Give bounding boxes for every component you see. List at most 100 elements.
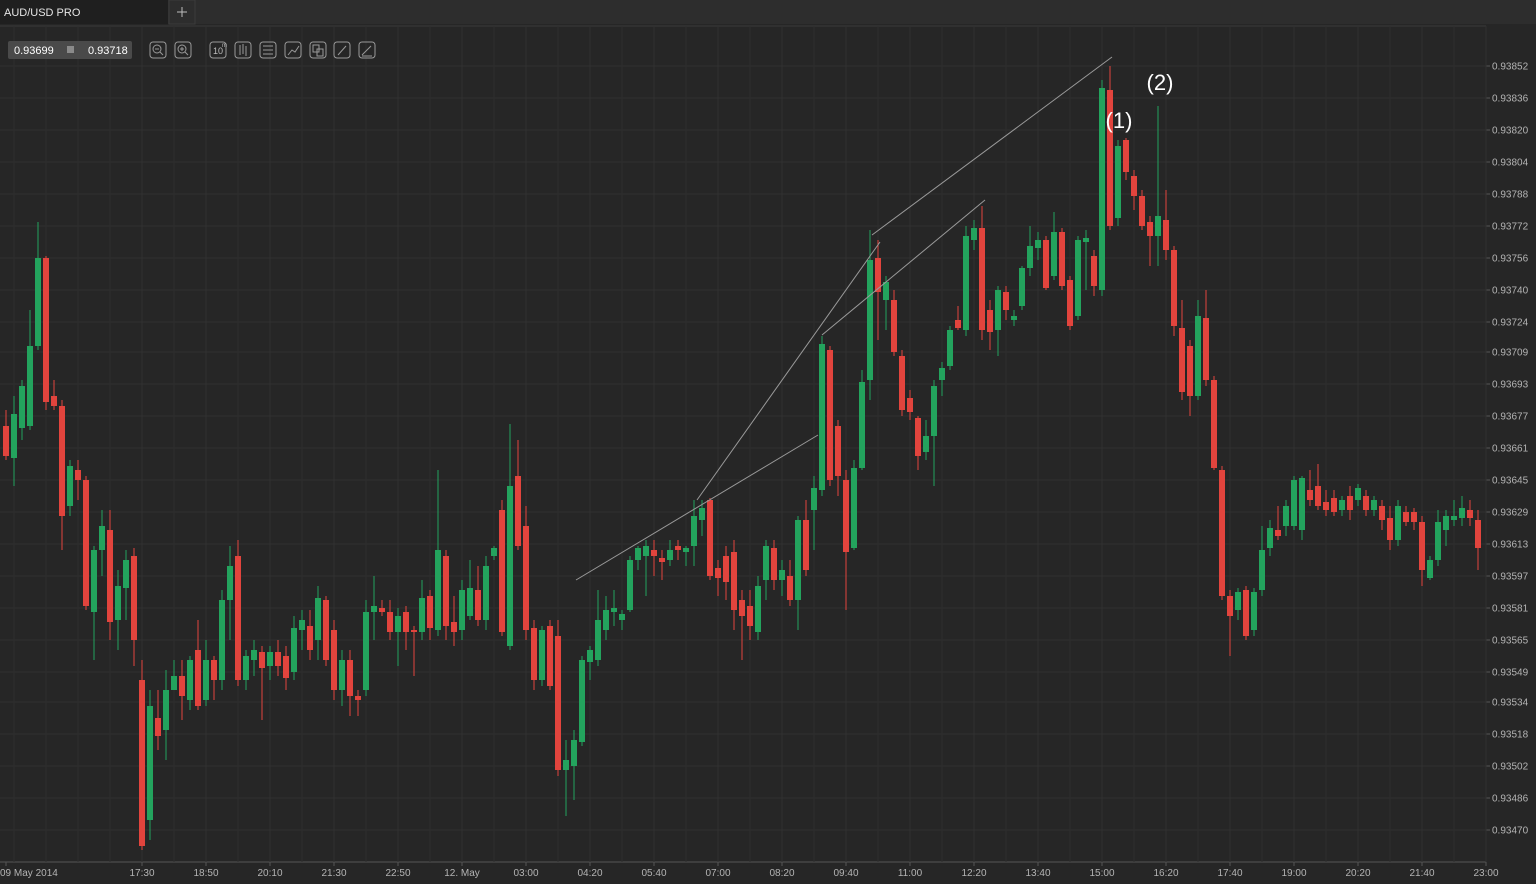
candle-body [411,630,417,632]
candle-body [475,590,481,620]
candle-body [163,690,169,730]
candle-body [1355,488,1361,500]
candle-body [227,566,233,600]
settings-button[interactable] [259,41,277,59]
y-tick-label: 0.93852 [1492,62,1529,73]
candle-body [1171,250,1177,326]
candle-body [459,590,465,630]
candle-body [707,500,713,576]
candle-body [523,526,529,630]
candle-body [1419,522,1425,570]
edit-button[interactable] [333,41,351,59]
candle-body [763,546,769,580]
candle-body [59,406,65,516]
candle-body [1083,238,1089,242]
copy-button[interactable] [309,41,327,59]
candle-body [1307,490,1313,500]
candle-body [1339,500,1345,510]
candle-body [387,612,393,632]
candle-body [1451,516,1457,520]
candle-body [691,516,697,546]
candle-body [739,600,745,616]
candle-body [579,660,585,742]
candle-body [267,652,273,666]
candle-body [667,550,673,560]
x-tick-label: 22:50 [385,868,410,879]
candle-body [419,598,425,632]
candle-body [371,606,377,612]
candle-body [123,560,129,588]
candle-body [1347,496,1353,510]
candle-body [1067,280,1073,326]
candle-body [811,488,817,510]
candle-body [1027,246,1033,268]
candle-body [1187,346,1193,396]
y-tick-label: 0.93724 [1492,318,1529,329]
candle-body [1211,380,1217,468]
candle-body [611,608,617,612]
candle-body [1251,592,1257,630]
candle-body [35,258,41,346]
candle-body [195,650,201,706]
candle-body [11,414,17,458]
x-tick-label: 12. May [444,868,480,879]
candle-body [507,486,513,646]
candle-body [683,548,689,552]
candle-body [1011,316,1017,320]
candle-body [211,660,217,680]
x-tick-label: 20:10 [257,868,282,879]
y-tick-label: 0.93534 [1492,698,1529,709]
candle-body [1331,498,1337,512]
indicator-button[interactable] [284,41,302,59]
interval-button[interactable] [209,41,227,59]
candle-body [1203,318,1209,380]
annotation: (1) [1106,108,1133,133]
candle-body [1243,590,1249,636]
zoom-out-button[interactable] [149,41,167,59]
candle-body [1475,520,1481,548]
candle-body [915,418,921,456]
candle-body [1019,268,1025,306]
candle-body [99,526,105,550]
y-tick-label: 0.93804 [1492,158,1529,169]
candle-body [427,596,433,628]
y-tick-label: 0.93709 [1492,348,1529,359]
x-tick-label: 07:00 [705,868,730,879]
trend-line[interactable] [871,56,1113,236]
zoom-in-button[interactable] [174,41,192,59]
candle-body [1155,216,1161,236]
candle-body [875,258,881,292]
trend-line[interactable] [821,199,986,336]
candle-body [179,676,185,696]
candle-body [483,566,489,620]
candle-body [1003,292,1009,310]
x-tick-label: 08:20 [769,868,794,879]
candle-body [1139,196,1145,226]
spread-indicator [67,46,74,53]
candle-body [1371,500,1377,510]
candle-body [627,560,633,610]
x-tick-label: 05:40 [641,868,666,879]
candle-body [979,228,985,330]
candle-body [131,556,137,640]
candle-body [923,436,929,452]
draw-button[interactable] [358,41,376,59]
x-tick-label: 13:40 [1025,868,1050,879]
candle-body [1075,240,1081,316]
candle-body [1123,140,1129,172]
candle-body [1459,508,1465,518]
candle-body [907,398,913,412]
candle-body [1323,502,1329,510]
candle-body [851,468,857,548]
tab[interactable] [0,0,168,24]
candle-body [347,660,353,696]
candle-body [1035,240,1041,248]
chart-type-button[interactable] [234,41,252,59]
candle-body [843,480,849,552]
y-tick-label: 0.93565 [1492,636,1529,647]
candle-body [1467,510,1473,518]
trend-line[interactable] [575,434,819,581]
trend-line[interactable] [696,241,881,501]
candle-body [435,550,441,630]
candle-body [43,258,49,402]
